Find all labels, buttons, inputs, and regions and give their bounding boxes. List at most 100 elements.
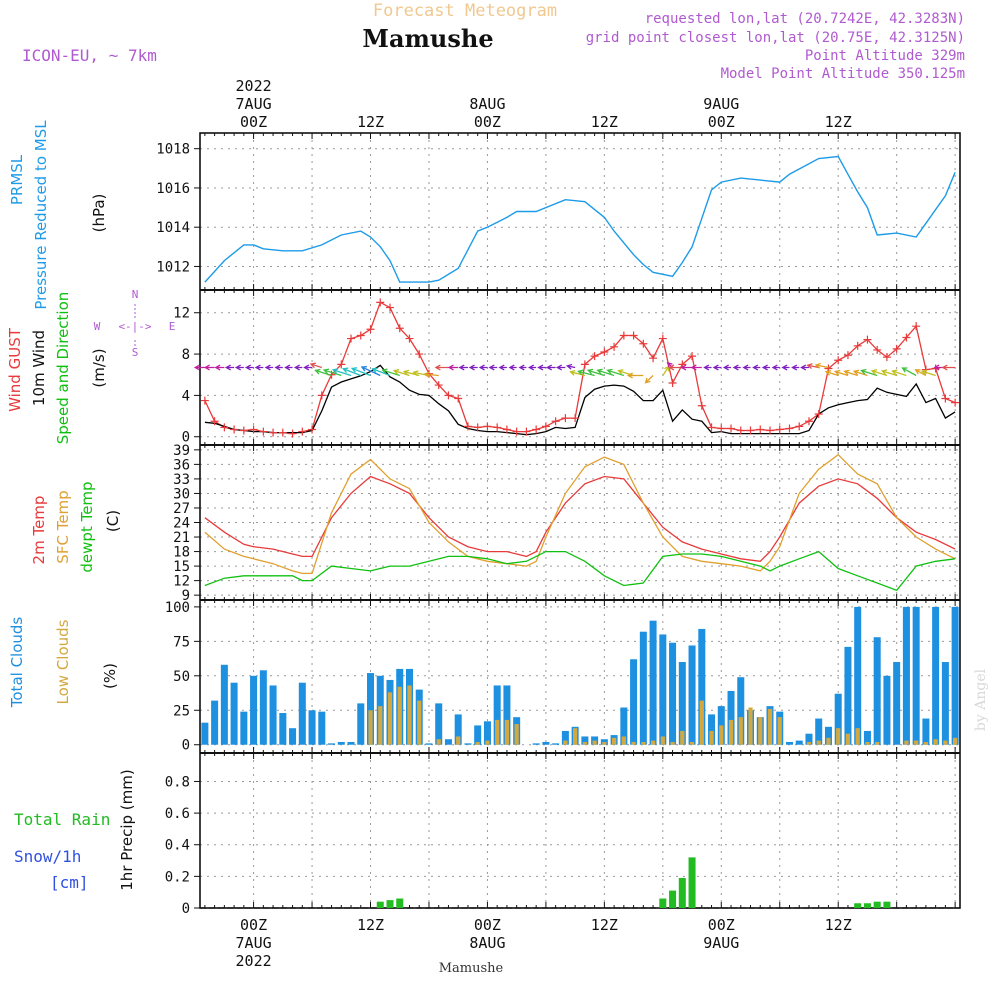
dewpoint-line <box>204 550 956 592</box>
y-tick-label: 0 <box>182 901 190 917</box>
total-cloud-bar <box>854 606 862 745</box>
gust-marker <box>356 331 365 340</box>
wind-direction-arrow <box>800 364 809 371</box>
total-cloud-bar <box>532 743 540 745</box>
station-title: Mamushe <box>362 24 493 53</box>
low-cloud-bar <box>602 741 607 745</box>
clouds-unit: (%) <box>101 663 119 689</box>
total-cloud-bar <box>435 703 443 745</box>
y-tick-label: 21 <box>173 530 190 546</box>
wind-direction-arrow <box>545 364 556 371</box>
gust-marker <box>941 394 950 403</box>
wind-direction-arrow <box>284 364 293 371</box>
gust-marker <box>619 331 628 340</box>
precip-bar <box>854 903 862 908</box>
gust-line <box>204 301 956 435</box>
precip-bar <box>386 900 394 908</box>
gust-marker <box>278 428 287 437</box>
y-tick-label: 75 <box>173 634 190 650</box>
wind-direction-arrow <box>322 368 342 377</box>
wind-direction-arrow <box>303 364 313 371</box>
gust-marker <box>561 414 570 423</box>
total-cloud-bar <box>259 670 267 745</box>
gust-marker <box>220 423 229 432</box>
low-cloud-bar <box>641 741 646 745</box>
wind-direction-arrow <box>690 364 702 371</box>
wind-direction-arrow <box>518 364 527 371</box>
wind-direction-arrow <box>722 364 732 371</box>
precip-bar <box>678 877 686 908</box>
y-tick-label: 0.8 <box>165 774 190 790</box>
y-tick-label: 36 <box>173 457 190 473</box>
gust-marker <box>892 344 901 353</box>
y-tick-label: 0.2 <box>165 869 190 885</box>
requested-coords: requested lon,lat (20.7242E, 42.3283N) <box>645 11 965 27</box>
gust-marker <box>951 398 960 407</box>
wind-direction-arrow <box>586 368 605 377</box>
low-cloud-bar <box>904 740 909 745</box>
low-cloud-bar <box>806 741 812 745</box>
wind10-label: 10m Wind <box>30 330 48 406</box>
wind-direction-arrow <box>914 369 927 377</box>
total-cloud-bar <box>474 725 482 745</box>
panels-frame <box>199 132 961 909</box>
bottom-time-label: 00Z <box>240 916 267 934</box>
total-cloud-bar <box>211 700 219 745</box>
total-cloud-bar <box>347 741 355 745</box>
wind-direction-arrow <box>712 364 722 371</box>
y-tick-label: 8 <box>182 347 190 363</box>
gust-marker <box>493 423 502 432</box>
wind-direction-arrow <box>662 365 670 376</box>
total-cloud-bar <box>669 642 677 745</box>
low-cloud-bar <box>816 740 821 745</box>
compass-south: S <box>132 346 139 359</box>
low-cloud-bar <box>436 739 441 745</box>
total-cloud-bar <box>220 664 228 745</box>
total-cloud-bar <box>698 628 706 745</box>
footer-station: Mamushe <box>439 961 504 976</box>
wind-direction-arrow <box>254 364 264 371</box>
gust-marker <box>668 379 677 387</box>
gust-marker <box>444 391 453 400</box>
total-cloud-bar <box>308 710 316 745</box>
total-cloud-bar <box>873 637 881 745</box>
gust-marker <box>210 417 219 426</box>
low-cloud-bar <box>728 719 734 745</box>
low-cloud-bar <box>456 736 461 745</box>
low-clouds-label: Low Clouds <box>54 619 72 704</box>
wind-direction-arrow <box>880 369 897 377</box>
wind-direction-arrow <box>834 369 849 377</box>
total-cloud-bar <box>367 673 375 745</box>
gust-marker <box>785 424 794 433</box>
wind-direction-arrow <box>703 364 712 371</box>
wind-direction-arrow <box>761 364 770 371</box>
total-cloud-bar <box>708 714 716 745</box>
grid-coords: grid point closest lon,lat (20.75E, 42.3… <box>586 30 965 46</box>
wind-direction-arrow <box>264 364 274 371</box>
low-cloud-bar <box>719 725 724 745</box>
total-cloud-bar <box>727 690 735 745</box>
low-cloud-bar <box>485 740 490 745</box>
wind-direction-arrow <box>371 367 391 377</box>
wind-direction-arrow <box>617 369 634 377</box>
gust-marker <box>376 298 385 307</box>
total-cloud-bar <box>883 675 891 745</box>
y-tick-label: 12 <box>173 306 190 322</box>
low-cloud-bar <box>407 685 412 745</box>
y-tick-label: 15 <box>173 559 190 575</box>
top-time-label: 12Z <box>357 113 384 131</box>
wind-direction-arrow <box>870 369 888 377</box>
gust-marker <box>727 424 736 433</box>
bottom-time-label: 12Z <box>591 916 618 934</box>
gust-marker <box>259 427 268 436</box>
gust-marker <box>249 425 258 434</box>
bottom-time-label: 00Z <box>708 916 735 934</box>
wind-direction-arrow <box>447 364 459 371</box>
wind-direction-arrow <box>360 366 381 377</box>
wind-direction-arrow <box>606 368 625 377</box>
gust-marker <box>688 352 697 361</box>
total-cloud-bar <box>639 631 647 745</box>
top-time-label: 00Z <box>240 113 267 131</box>
gust-marker <box>522 427 531 436</box>
